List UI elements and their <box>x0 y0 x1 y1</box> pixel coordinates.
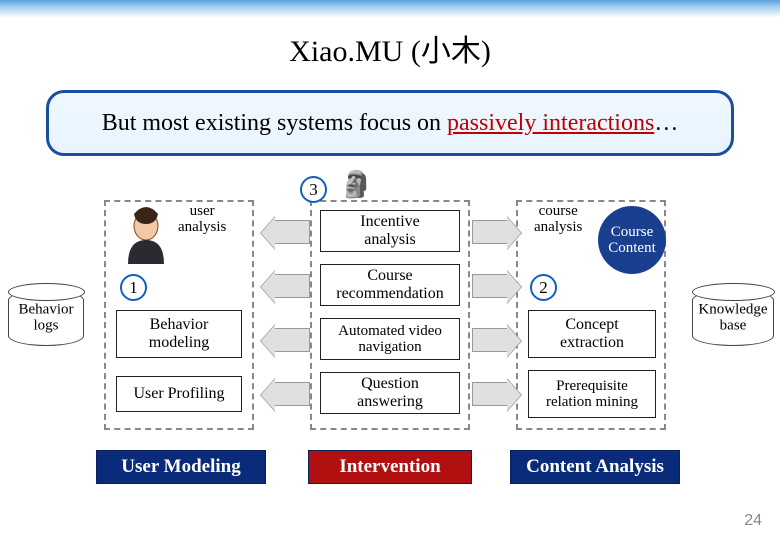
architecture-diagram: Behaviorlogs Knowledgebase useranalysis … <box>0 170 780 470</box>
concept-extraction-box: Conceptextraction <box>528 310 656 358</box>
arrow-left-icon <box>274 328 310 352</box>
callout-text-pre: But most existing systems focus on <box>102 110 447 136</box>
arrow-right-icon <box>472 382 508 406</box>
user-profiling-box: User Profiling <box>116 376 242 412</box>
course-analysis-header: courseanalysis <box>534 204 582 236</box>
arrow-left-icon <box>274 274 310 298</box>
user-analysis-header: useranalysis <box>178 204 226 236</box>
user-modeling-label: User Modeling <box>96 450 266 484</box>
content-analysis-label: Content Analysis <box>510 450 680 484</box>
question-answering-box: Questionanswering <box>320 372 460 414</box>
page-title: Xiao.MU (小木) <box>0 26 780 70</box>
automated-video-nav-box: Automated videonavigation <box>320 318 460 360</box>
top-gradient-bar <box>0 0 780 18</box>
behavior-modeling-box: Behaviormodeling <box>116 310 242 358</box>
callout-box: But most existing systems focus on passi… <box>46 90 734 156</box>
course-recommendation-box: Courserecommendation <box>320 264 460 306</box>
knowledge-base-label: Knowledgebase <box>693 302 773 334</box>
arrow-left-icon <box>274 220 310 244</box>
callout-highlight: passively interactions <box>447 110 654 136</box>
arrow-right-icon <box>472 274 508 298</box>
step-3-badge: 3 <box>300 176 327 203</box>
intervention-label: Intervention <box>308 450 472 484</box>
arrow-right-icon <box>472 220 508 244</box>
prerequisite-mining-box: Prerequisiterelation mining <box>528 370 656 418</box>
behavior-logs-label: Behaviorlogs <box>9 302 83 334</box>
arrow-left-icon <box>274 382 310 406</box>
course-content-circle: CourseContent <box>598 206 666 274</box>
thinker-icon: 🗿 <box>340 170 372 200</box>
knowledge-base-cylinder: Knowledgebase <box>692 290 774 346</box>
callout-text-post: … <box>654 110 678 136</box>
page-number: 24 <box>744 512 762 530</box>
arrow-right-icon <box>472 328 508 352</box>
step-1-badge: 1 <box>120 274 147 301</box>
user-avatar-icon <box>120 206 172 264</box>
behavior-logs-cylinder: Behaviorlogs <box>8 290 84 346</box>
incentive-analysis-box: Incentiveanalysis <box>320 210 460 252</box>
